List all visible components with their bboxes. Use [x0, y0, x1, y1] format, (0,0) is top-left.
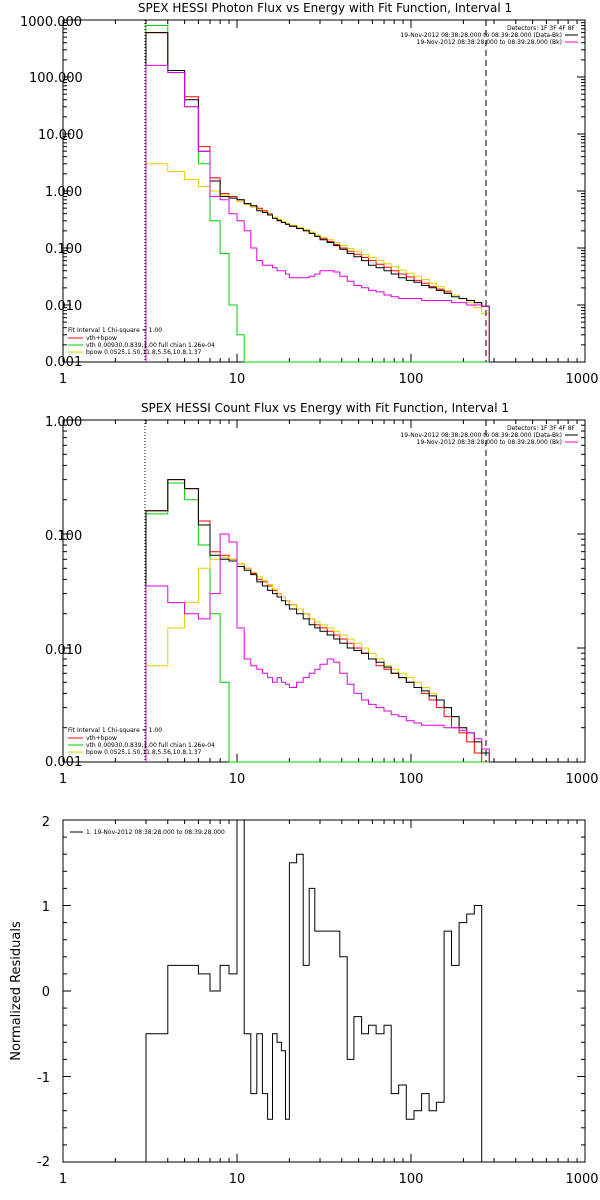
count-flux-title: SPEX HESSI Count Flux vs Energy with Fit…: [141, 401, 509, 415]
x-tick-label: 1000: [565, 1172, 598, 1187]
x-tick-label: 1: [59, 372, 67, 387]
legend-entry: 19-Nov-2012 08:38:28.000 to 08:39:28.000…: [417, 439, 562, 446]
legend-entry: 19-Nov-2012 08:38:28.000 to 08:39:28.000…: [417, 39, 562, 46]
x-tick-label: 1000: [565, 372, 598, 387]
series-line-bk: [145, 533, 490, 762]
residuals-ticks: [62, 819, 585, 1163]
series-line-vth: [145, 482, 490, 763]
y-tick-label: 1.000: [45, 185, 82, 200]
series-line-data-bk: [145, 32, 490, 362]
x-tick-label: 1: [59, 772, 67, 787]
series-line-vth: [145, 25, 490, 363]
photon-flux-legend-bottom: Fit Interval 1 Chi-square = 1.00 vth+bpo…: [68, 327, 215, 356]
legend-entry: 19-Nov-2012 08:38:28.000 to 08:39:28.000…: [400, 32, 562, 39]
y-tick-label: 0.010: [45, 643, 82, 658]
series-line-vth-bpow: [145, 479, 490, 763]
y-tick-label: -1: [37, 1071, 50, 1086]
y-tick-label: -2: [37, 1155, 50, 1170]
series-line-bk: [145, 64, 490, 362]
photon-flux-panel: SPEX HESSI Photon Flux vs Energy with Fi…: [20, 1, 599, 387]
series-line-data-bk: [145, 479, 490, 762]
x-tick-label: 100: [399, 1172, 424, 1187]
y-tick-label: 0.100: [45, 242, 82, 257]
x-tick-label: 10: [229, 372, 246, 387]
residuals-legend: 1. 19-Nov-2012 08:38:28.000 to 08:39:28.…: [70, 829, 225, 836]
y-tick-label: 2: [42, 815, 50, 830]
legend-header: Detectors: 1F 3F 4F 8F: [507, 25, 576, 32]
x-tick-label: 1: [59, 1172, 67, 1187]
residuals-plot-frame: [62, 819, 586, 1163]
photon-flux-plot-frame: [62, 19, 586, 363]
y-tick-label: 0.001: [45, 755, 82, 770]
photon-flux-legend-top: Detectors: 1F 3F 4F 8F 19-Nov-2012 08:38…: [400, 25, 578, 46]
legend-entry: bpow 0.0525,1.50,11.8,5.56,10.8,1.37: [86, 749, 202, 756]
legend-entry: 19-Nov-2012 08:38:28.000 to 08:39:28.000…: [400, 432, 562, 439]
x-tick-label: 10: [229, 1172, 246, 1187]
x-tick-label: 100: [399, 372, 424, 387]
legend-entry: vth+bpow: [86, 335, 117, 342]
residuals-y-axis-label: Normalized Residuals: [9, 921, 24, 1061]
y-tick-label: 1: [42, 900, 50, 915]
x-tick-label: 100: [399, 772, 424, 787]
y-tick-label: 1.000: [45, 415, 82, 430]
x-tick-label: 1000: [565, 772, 598, 787]
y-tick-label: 0.001: [45, 355, 82, 370]
count-flux-legend-bottom: Fit Interval 1 Chi-square = 1.00 vth+bpo…: [68, 727, 215, 756]
series-line-bpow: [145, 557, 490, 762]
series-line-1-19-nov-2012-08-38-28-000-to-08-39-28-000: [145, 819, 490, 1163]
legend-header: Detectors: 1F 3F 4F 8F: [507, 425, 576, 432]
series-line-bpow: [145, 163, 490, 362]
y-tick-label: 0: [42, 985, 50, 1000]
photon-flux-ticks: [62, 20, 585, 363]
legend-entry: bpow 0.0525,1.50,11.8,5.56,10.8,1.37: [86, 349, 202, 356]
residuals-panel: Normalized Residuals 2 1 0 -1 -2 1 10 10…: [9, 815, 599, 1187]
y-tick-label: 0.100: [45, 529, 82, 544]
count-flux-series: [145, 479, 490, 763]
photon-flux-series: [145, 25, 490, 363]
legend-header: Fit Interval 1 Chi-square = 1.00: [68, 327, 162, 334]
legend-entry: vth+bpow: [86, 735, 117, 742]
series-line-vth-bpow: [145, 32, 490, 362]
y-tick-label: 10.000: [38, 128, 84, 143]
count-flux-ticks: [62, 420, 585, 763]
legend-entry: 1. 19-Nov-2012 08:38:28.000 to 08:39:28.…: [86, 829, 225, 836]
y-tick-label: 1000.000: [20, 15, 82, 30]
photon-flux-title: SPEX HESSI Photon Flux vs Energy with Fi…: [138, 1, 512, 15]
legend-entry: vth 0.00930,0.839,1.00 full chian 1.26e-…: [86, 742, 215, 749]
legend-header: Fit Interval 1 Chi-square = 1.00: [68, 727, 162, 734]
legend-entry: vth 0.00930,0.839,1.00 full chian 1.26e-…: [86, 342, 215, 349]
residuals-series: [145, 819, 490, 1163]
x-tick-label: 10: [229, 772, 246, 787]
y-tick-label: 0.010: [45, 299, 82, 314]
count-flux-legend-top: Detectors: 1F 3F 4F 8F 19-Nov-2012 08:38…: [400, 425, 578, 446]
y-tick-label: 100.000: [29, 71, 83, 86]
count-flux-panel: SPEX HESSI Count Flux vs Energy with Fit…: [45, 401, 599, 787]
count-flux-plot-frame: [62, 419, 586, 763]
